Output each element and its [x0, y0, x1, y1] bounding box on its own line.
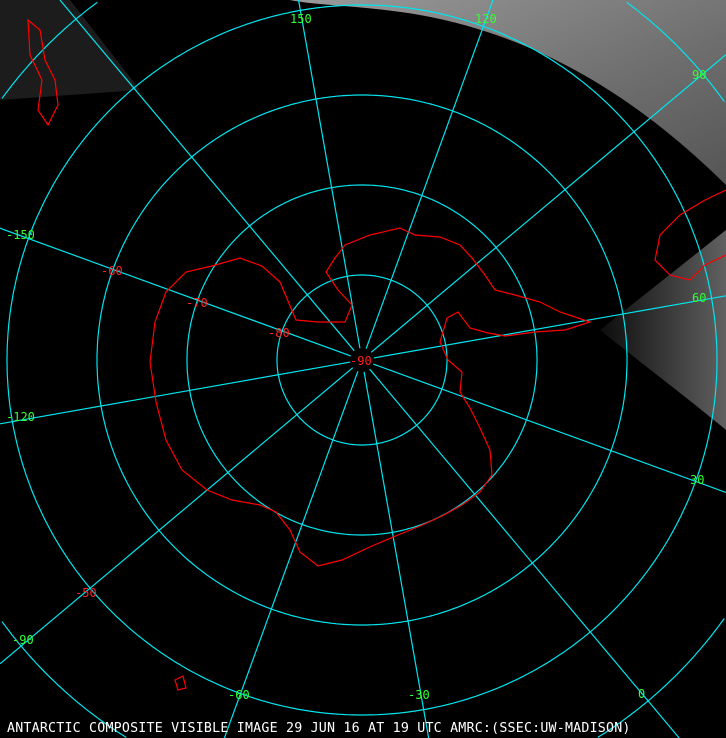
- latitude-circle: [1, 621, 127, 738]
- latitude-circle: [96, 94, 628, 626]
- image-caption: ANTARCTIC COMPOSITE VISIBLE IMAGE 29 JUN…: [7, 721, 631, 736]
- latitude-label: -70: [186, 296, 208, 310]
- latitude-label: -50: [75, 586, 97, 600]
- antarctica-coastline: [149, 227, 592, 567]
- meridian-line: [363, 371, 430, 738]
- coastline: [27, 18, 726, 691]
- longitude-label: 30: [690, 473, 704, 487]
- longitude-label: 120: [475, 12, 497, 26]
- cloud-region-top-left: [0, 0, 140, 100]
- meridian-line: [0, 227, 351, 357]
- meridian-line: [373, 295, 726, 359]
- meridian-line: [223, 371, 359, 738]
- latitude-circle: [1, 1, 98, 99]
- island: [174, 675, 187, 691]
- longitude-label: -30: [408, 688, 430, 702]
- meridian-line: [297, 0, 361, 349]
- meridian-line: [369, 368, 680, 738]
- longitude-label: -120: [6, 410, 35, 424]
- latitude-circle: [626, 1, 725, 102]
- longitude-label: 90: [692, 68, 706, 82]
- latitude-label: -60: [101, 264, 123, 278]
- meridian-line: [365, 0, 494, 349]
- africa-coastline: [654, 189, 726, 281]
- new-zealand-coastline: [27, 18, 59, 127]
- longitude-label: -60: [228, 688, 250, 702]
- latitude-circle: [597, 618, 725, 738]
- meridian-line: [0, 367, 354, 665]
- latitude-label: -90: [350, 354, 372, 368]
- longitude-label: 60: [692, 291, 706, 305]
- cloud-region-top-right: [290, 0, 726, 185]
- longitude-label: 0: [638, 687, 645, 701]
- latitude-label: -80: [268, 326, 290, 340]
- meridian-line: [59, 0, 355, 352]
- longitude-label: 150: [290, 12, 312, 26]
- meridian-line: [373, 363, 726, 494]
- cloud-region-right: [600, 230, 726, 430]
- longitude-label: -90: [12, 633, 34, 647]
- meridian-line: [0, 361, 351, 425]
- grid-labels: -90 -80 -70 -60 -50 150 120 90 60 30 0 -30 -60 -90 -12…: [6, 12, 706, 702]
- meridian-line: [370, 54, 726, 353]
- latitude-circle: [6, 4, 718, 716]
- latitude-circle: [276, 274, 448, 446]
- longitude-label: -150: [6, 228, 35, 242]
